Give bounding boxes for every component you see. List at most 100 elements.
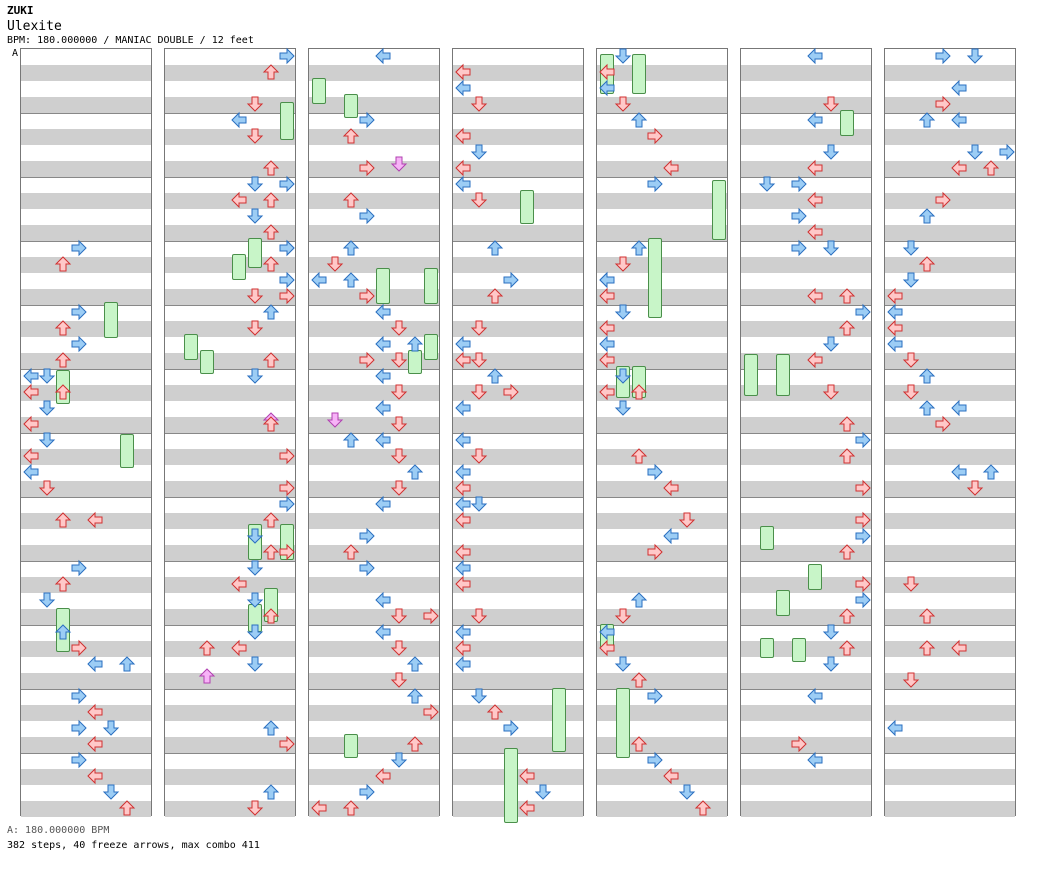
arrow-left-icon bbox=[599, 623, 615, 641]
measure-line bbox=[309, 433, 439, 434]
arrow-up-icon bbox=[838, 416, 856, 432]
arrow-up-icon bbox=[342, 272, 360, 288]
beat-stripe bbox=[597, 609, 727, 625]
arrow-up-icon bbox=[54, 384, 72, 400]
arrow-up-icon bbox=[54, 320, 72, 336]
measure-line bbox=[741, 753, 871, 754]
arrow-down-icon bbox=[902, 240, 920, 256]
arrow-left-icon bbox=[375, 767, 391, 785]
arrow-down-icon bbox=[102, 784, 120, 800]
arrow-left-icon bbox=[519, 799, 535, 817]
freeze-arrow bbox=[408, 350, 422, 374]
arrow-right-icon bbox=[791, 207, 807, 225]
arrow-right-icon bbox=[791, 239, 807, 257]
measure-line bbox=[885, 497, 1015, 498]
arrow-right-icon bbox=[423, 703, 439, 721]
arrow-down-icon bbox=[390, 640, 408, 656]
beat-stripe bbox=[453, 769, 583, 785]
arrow-right-icon bbox=[647, 543, 663, 561]
beat-stripe bbox=[885, 705, 1015, 721]
arrow-left-icon bbox=[887, 719, 903, 737]
measure-line bbox=[741, 241, 871, 242]
arrow-left-icon bbox=[231, 639, 247, 657]
arrow-down-icon bbox=[470, 448, 488, 464]
arrow-down-icon bbox=[902, 272, 920, 288]
measure-line bbox=[21, 753, 151, 754]
beat-stripe bbox=[597, 97, 727, 113]
arrow-right-icon bbox=[791, 175, 807, 193]
beat-stripe bbox=[885, 481, 1015, 497]
measure-line bbox=[741, 177, 871, 178]
beat-stripe bbox=[885, 193, 1015, 209]
arrow-down-icon bbox=[326, 256, 344, 272]
beat-stripe bbox=[597, 161, 727, 177]
beat-stripe bbox=[21, 225, 151, 241]
arrow-down-icon bbox=[614, 96, 632, 112]
arrow-down-icon bbox=[390, 480, 408, 496]
measure-line bbox=[885, 625, 1015, 626]
freeze-arrow bbox=[104, 302, 118, 338]
measure-line bbox=[885, 689, 1015, 690]
beat-stripe bbox=[309, 673, 439, 689]
beat-stripe bbox=[453, 321, 583, 337]
arrow-down-icon bbox=[614, 608, 632, 624]
arrow-up-icon bbox=[262, 304, 280, 320]
beat-stripe bbox=[741, 257, 871, 273]
beat-stripe bbox=[453, 737, 583, 753]
arrow-down-icon bbox=[822, 144, 840, 160]
measure-line bbox=[597, 241, 727, 242]
measure-line bbox=[21, 433, 151, 434]
arrow-left-icon bbox=[455, 431, 471, 449]
arrow-down-icon bbox=[246, 320, 264, 336]
arrow-left-icon bbox=[231, 575, 247, 593]
measure-line bbox=[453, 177, 583, 178]
beat-stripe bbox=[21, 769, 151, 785]
beat-stripe bbox=[741, 321, 871, 337]
measure-line bbox=[21, 241, 151, 242]
beat-stripe bbox=[309, 705, 439, 721]
beat-stripe bbox=[165, 417, 295, 433]
beat-stripe bbox=[309, 97, 439, 113]
freeze-arrow bbox=[648, 238, 662, 318]
beat-stripe bbox=[453, 257, 583, 273]
arrow-down-icon bbox=[390, 752, 408, 768]
beat-stripe bbox=[453, 545, 583, 561]
freeze-arrow bbox=[632, 54, 646, 94]
arrow-right-icon bbox=[279, 47, 295, 65]
beat-stripe bbox=[309, 161, 439, 177]
beat-stripe bbox=[165, 321, 295, 337]
arrow-left-icon bbox=[887, 287, 903, 305]
arrow-left-icon bbox=[599, 287, 615, 305]
freeze-arrow bbox=[760, 526, 774, 550]
arrow-up-icon bbox=[118, 800, 136, 816]
arrow-right-icon bbox=[279, 495, 295, 513]
beat-stripe bbox=[453, 161, 583, 177]
arrow-right-icon bbox=[999, 143, 1015, 161]
beat-stripe bbox=[453, 225, 583, 241]
chart-column bbox=[884, 48, 1016, 817]
arrow-up-icon bbox=[838, 320, 856, 336]
arrow-left-icon bbox=[455, 127, 471, 145]
arrow-left-icon bbox=[455, 463, 471, 481]
beat-stripe bbox=[309, 65, 439, 81]
beat-stripe bbox=[21, 673, 151, 689]
arrow-left-icon bbox=[375, 47, 391, 65]
chart-column bbox=[308, 48, 440, 817]
arrow-down-icon bbox=[678, 512, 696, 528]
beat-stripe bbox=[453, 353, 583, 369]
arrow-up-icon bbox=[486, 240, 504, 256]
measure-line bbox=[597, 177, 727, 178]
arrow-right-icon bbox=[423, 607, 439, 625]
beat-stripe bbox=[741, 97, 871, 113]
beat-stripe bbox=[21, 609, 151, 625]
arrow-up-icon bbox=[54, 256, 72, 272]
arrow-right-icon bbox=[647, 127, 663, 145]
beat-stripe bbox=[453, 417, 583, 433]
arrow-up-icon bbox=[406, 464, 424, 480]
freeze-arrow bbox=[344, 734, 358, 758]
arrow-left-icon bbox=[23, 415, 39, 433]
arrow-up-icon bbox=[262, 784, 280, 800]
beat-stripe bbox=[741, 705, 871, 721]
arrow-up-icon bbox=[630, 240, 648, 256]
beat-stripe bbox=[21, 321, 151, 337]
